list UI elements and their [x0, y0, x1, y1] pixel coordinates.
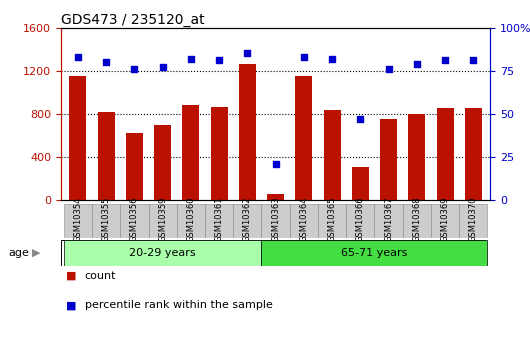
Bar	[290, 204, 318, 238]
Bar	[64, 240, 261, 266]
Text: GSM10362: GSM10362	[243, 196, 252, 242]
Text: GSM10354: GSM10354	[73, 196, 82, 242]
Point	[328, 56, 337, 61]
Point	[243, 51, 252, 56]
Text: GSM10359: GSM10359	[158, 196, 167, 242]
Text: GSM10365: GSM10365	[328, 196, 337, 242]
Bar	[64, 204, 92, 238]
Text: ■: ■	[66, 300, 77, 310]
Bar	[154, 125, 171, 200]
Text: GSM10370: GSM10370	[469, 196, 478, 242]
Bar	[126, 133, 143, 200]
Text: GSM10363: GSM10363	[271, 196, 280, 242]
Bar	[182, 105, 199, 200]
Bar	[318, 204, 346, 238]
Bar	[403, 204, 431, 238]
Text: GSM10361: GSM10361	[215, 196, 224, 242]
Text: GSM10360: GSM10360	[187, 196, 196, 242]
Bar	[148, 204, 176, 238]
Bar	[210, 107, 227, 200]
Text: GSM10355: GSM10355	[102, 196, 111, 242]
Point	[299, 54, 308, 60]
Bar	[346, 204, 375, 238]
Bar	[324, 110, 341, 200]
Point	[102, 59, 110, 65]
Text: GDS473 / 235120_at: GDS473 / 235120_at	[61, 12, 205, 27]
Bar	[437, 108, 454, 200]
Point	[441, 58, 449, 63]
Text: ■: ■	[66, 271, 77, 281]
Bar	[295, 76, 312, 200]
Text: GSM10356: GSM10356	[130, 196, 139, 242]
Text: GSM10366: GSM10366	[356, 196, 365, 242]
Bar	[352, 167, 369, 200]
Point	[158, 65, 167, 70]
Text: GSM10367: GSM10367	[384, 196, 393, 242]
Bar	[205, 204, 233, 238]
Bar	[98, 112, 114, 200]
Point	[215, 58, 223, 63]
Point	[384, 66, 393, 72]
Bar	[69, 76, 86, 200]
Bar	[465, 108, 482, 200]
Text: GSM10364: GSM10364	[299, 196, 308, 242]
Bar	[261, 204, 290, 238]
Text: 20-29 years: 20-29 years	[129, 248, 196, 258]
Point	[356, 116, 365, 122]
Point	[74, 54, 82, 60]
Point	[271, 161, 280, 167]
Text: ▶: ▶	[32, 248, 40, 258]
Point	[412, 61, 421, 67]
Text: age: age	[8, 248, 29, 258]
Bar	[408, 114, 425, 200]
Bar	[431, 204, 459, 238]
Bar	[176, 204, 205, 238]
Text: GSM10368: GSM10368	[412, 196, 421, 242]
Bar	[459, 204, 488, 238]
Bar	[239, 64, 256, 200]
Text: 65-71 years: 65-71 years	[341, 248, 408, 258]
Point	[187, 56, 195, 61]
Bar	[380, 119, 397, 200]
Bar	[233, 204, 261, 238]
Text: GSM10369: GSM10369	[440, 196, 449, 242]
Text: percentile rank within the sample: percentile rank within the sample	[85, 300, 272, 310]
Text: count: count	[85, 271, 116, 281]
Bar	[92, 204, 120, 238]
Point	[469, 58, 478, 63]
Bar	[375, 204, 403, 238]
Bar	[261, 240, 488, 266]
Point	[130, 66, 139, 72]
Bar	[120, 204, 148, 238]
Bar	[267, 194, 284, 200]
